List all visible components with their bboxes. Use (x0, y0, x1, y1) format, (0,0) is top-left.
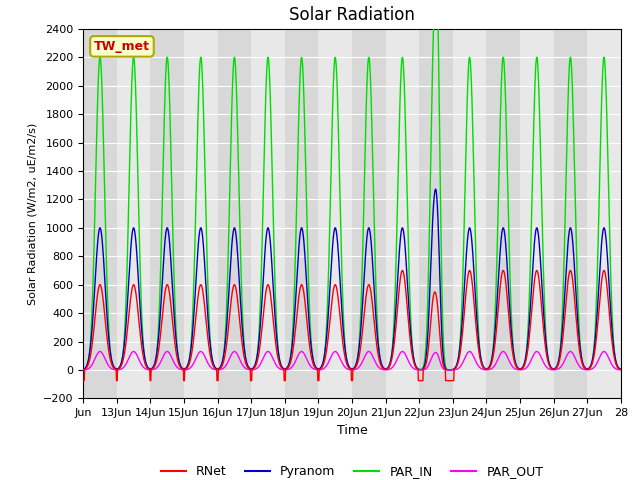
Bar (452, 29, 486, 398)
Bar (520, 29, 554, 398)
Bar (588, 29, 621, 398)
X-axis label: Time: Time (337, 424, 367, 437)
Bar (554, 29, 588, 398)
Bar (184, 29, 218, 398)
Bar (285, 29, 319, 398)
Bar (218, 29, 251, 398)
Bar (319, 29, 352, 398)
Bar (352, 29, 385, 398)
Legend: RNet, Pyranom, PAR_IN, PAR_OUT: RNet, Pyranom, PAR_IN, PAR_OUT (156, 460, 548, 480)
Y-axis label: Solar Radiation (W/m2, uE/m2/s): Solar Radiation (W/m2, uE/m2/s) (28, 122, 37, 305)
Bar (116, 29, 150, 398)
Bar (251, 29, 285, 398)
Bar (486, 29, 520, 398)
Bar (83, 29, 116, 398)
Bar (385, 29, 419, 398)
Bar (150, 29, 184, 398)
Bar (419, 29, 453, 398)
Text: TW_met: TW_met (94, 40, 150, 53)
Title: Solar Radiation: Solar Radiation (289, 6, 415, 24)
